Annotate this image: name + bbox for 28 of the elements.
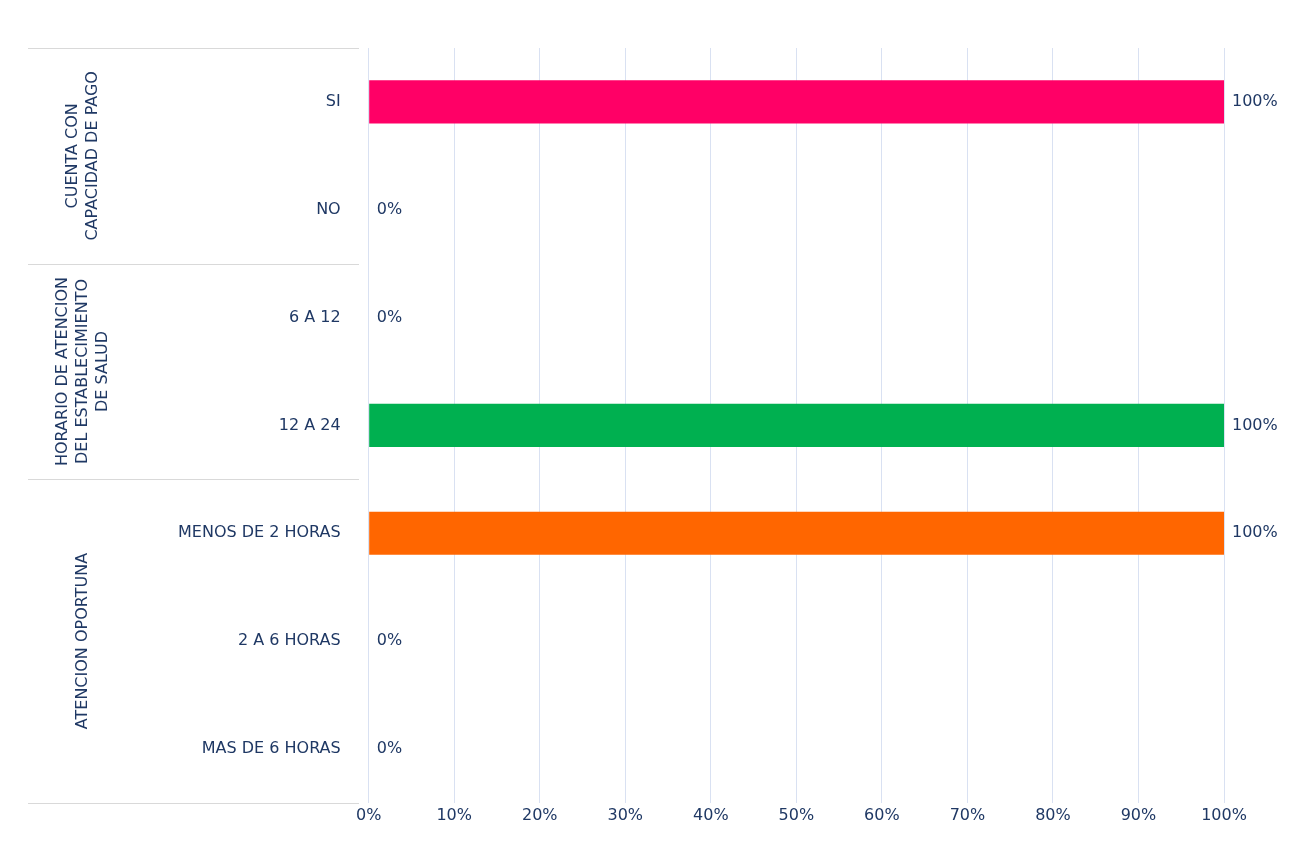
data-label: 0% [376, 630, 403, 650]
text: CUENTA CON CAPACIDAD DE PAGO [62, 71, 102, 241]
x-tick-label: 70% [949, 804, 986, 824]
x-tick-label: 20% [521, 804, 558, 824]
data-label: 0% [376, 306, 403, 326]
x-tick-label: 50% [778, 804, 815, 824]
y-tick-label: SI [325, 91, 341, 111]
x-tick-label: 10% [436, 804, 473, 824]
data-label: 100% [1232, 522, 1278, 542]
y-tick-label: 2 A 6 HORAS [237, 630, 341, 650]
text: ATENCION OPORTUNA [72, 552, 92, 730]
data-label: 100% [1232, 414, 1278, 434]
text: HORARIO DE ATENCION DEL ESTABLECIMIENTO DE SALUD [52, 276, 112, 467]
y-tick-label: MAS DE 6 HORAS [201, 738, 341, 758]
x-tick-label: 100% [1201, 804, 1247, 824]
data-label: 100% [1232, 91, 1278, 111]
x-tick-label: 40% [693, 804, 729, 824]
x-tick-label: 0% [356, 804, 382, 824]
y-tick-label: 12 A 24 [278, 414, 341, 434]
x-tick-label: 90% [1120, 804, 1157, 824]
data-label: 0% [376, 738, 403, 758]
data-label: 0% [376, 198, 403, 218]
x-tick-label: 30% [607, 804, 644, 824]
x-tick-label: 80% [1035, 804, 1071, 824]
y-tick-label: 6 A 12 [289, 306, 341, 326]
x-tick-label: 60% [864, 804, 900, 824]
y-tick-label: NO [316, 198, 341, 218]
y-tick-label: MENOS DE 2 HORAS [177, 522, 341, 542]
